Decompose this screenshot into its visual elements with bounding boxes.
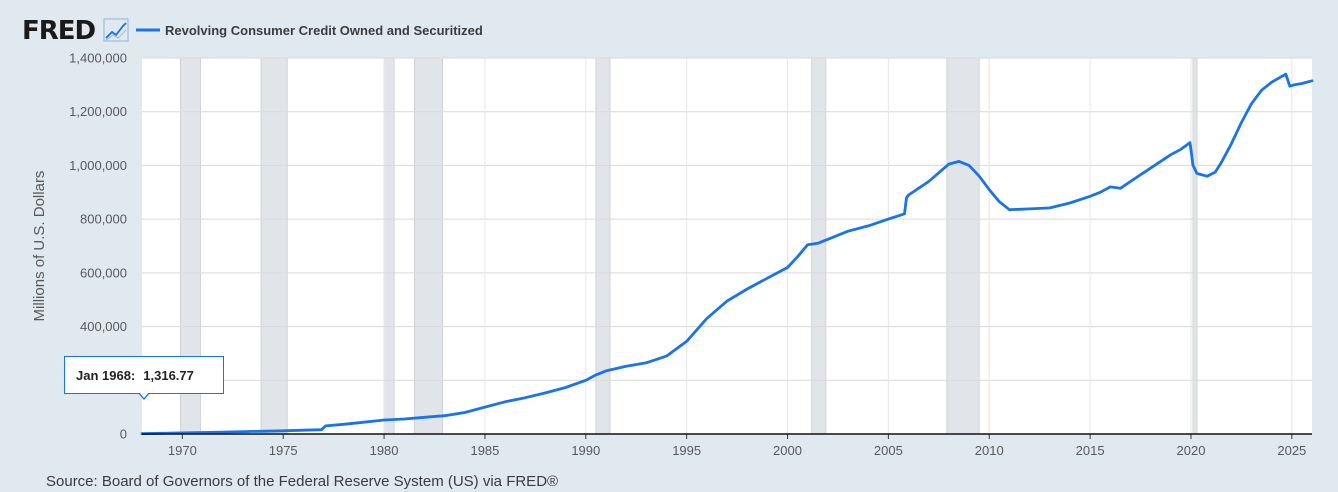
plot-area [142, 58, 1312, 434]
y-axis: 0 400,000 600,000 800,000 1,000,000 1,200,000… [69, 51, 127, 442]
recession-band-3 [413, 57, 443, 435]
y-tick-label: 600,000 [80, 265, 127, 280]
x-tick-label: 1980 [370, 443, 399, 458]
x-tick-label: 2025 [1277, 443, 1306, 458]
series-layer [140, 72, 1314, 436]
x-tick-label: 2005 [874, 443, 903, 458]
x-tick-label: 1990 [571, 443, 600, 458]
recession-band-2 [383, 57, 395, 435]
data-tooltip: Jan 1968: 1,316.77 [64, 356, 224, 394]
tooltip-date: Jan 1968: [76, 367, 136, 383]
chart-icon[interactable] [103, 18, 129, 42]
y-tick-label: 1,200,000 [69, 104, 127, 119]
fred-logo[interactable]: FRED [22, 16, 97, 46]
recession-band-6 [946, 57, 980, 435]
y-tick-label: 1,400,000 [69, 51, 127, 66]
x-tick-label: 1970 [168, 443, 197, 458]
series-line-0[interactable] [140, 72, 1314, 436]
recession-band-7 [1192, 57, 1198, 435]
x-tick-label: 2020 [1177, 443, 1206, 458]
x-tick-label: 2010 [975, 443, 1004, 458]
x-tick-label: 1995 [672, 443, 701, 458]
source-note: Source: Board of Governors of the Federa… [46, 473, 559, 490]
y-tick-label: 1,000,000 [69, 158, 127, 173]
y-axis-title: Millions of U.S. Dollars [31, 171, 48, 322]
gridlines [142, 57, 1312, 434]
recession-band-4 [595, 57, 611, 435]
y-tick-label: 400,000 [80, 319, 127, 334]
x-tick-label: 2000 [773, 443, 802, 458]
recession-band-5 [811, 57, 827, 435]
y-tick-label: 800,000 [80, 212, 127, 227]
x-tick-label: 1985 [470, 443, 499, 458]
y-tick-label: 0 [120, 427, 127, 442]
tooltip-pointer [138, 392, 150, 400]
legend-label: Revolving Consumer Credit Owned and Secu… [165, 23, 483, 38]
x-axis: 1970 1975 1980 1985 1990 1995 2000 2005 2010 2015… [168, 434, 1306, 458]
tooltip-value: 1,316.77 [143, 367, 194, 383]
x-tick-label: 2015 [1076, 443, 1105, 458]
x-tick-label: 1975 [269, 443, 298, 458]
